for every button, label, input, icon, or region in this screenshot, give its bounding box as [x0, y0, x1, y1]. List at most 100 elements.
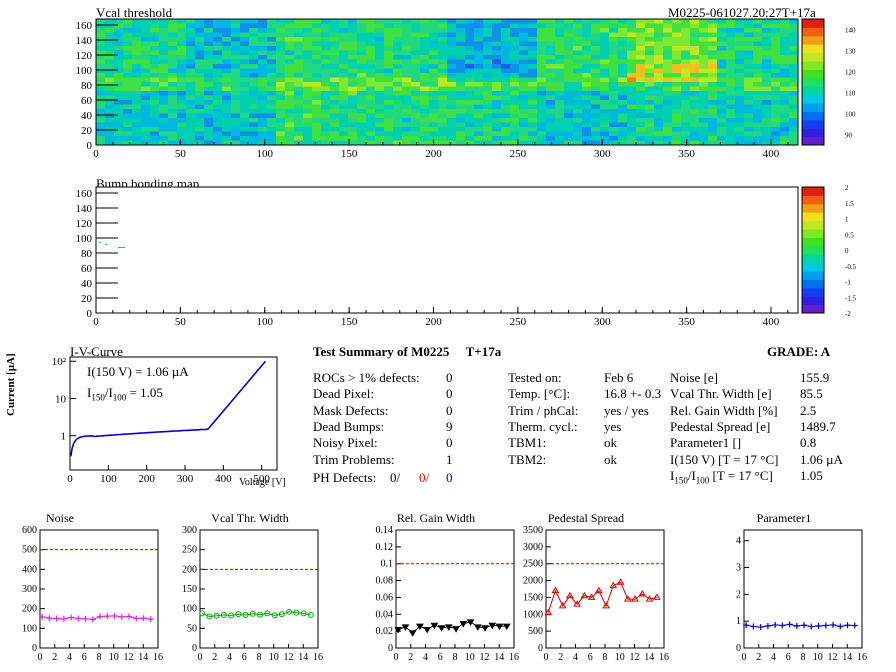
- heat-cell: [663, 91, 673, 96]
- heat-cell: [582, 73, 592, 78]
- heat-cell: [510, 82, 520, 87]
- heat-cell: [726, 55, 736, 60]
- heat-cell: [114, 95, 124, 101]
- heat-cell: [438, 50, 448, 56]
- colorbar-band: [802, 69, 824, 79]
- heat-cell: [582, 104, 592, 110]
- heat-cell: [573, 118, 583, 123]
- heat-cell: [447, 23, 457, 29]
- heat-cell: [744, 140, 754, 146]
- heat-cell: [672, 64, 682, 69]
- heat-cell: [636, 59, 646, 65]
- heat-cell: [717, 23, 727, 29]
- heat-cell: [483, 41, 493, 47]
- heat-cell: [231, 127, 241, 132]
- heat-cell: [393, 91, 403, 96]
- heat-cell: [141, 82, 151, 87]
- heat-cell: [762, 122, 772, 128]
- colorbar-tick-label: -1.5: [845, 294, 857, 302]
- heat-cell: [357, 37, 367, 42]
- heat-cell: [276, 46, 286, 51]
- heat-cell: [744, 41, 754, 47]
- colorbar-band: [802, 195, 824, 205]
- heat-cell: [114, 113, 124, 119]
- heat-cell: [483, 68, 493, 74]
- heat-cell: [177, 73, 187, 78]
- heat-cell: [753, 140, 763, 146]
- heat-cell: [681, 82, 691, 87]
- heat-cell: [150, 131, 160, 137]
- heat-cell: [681, 136, 691, 141]
- heat-cell: [348, 100, 358, 105]
- heat-cell: [726, 95, 736, 101]
- heat-cell: [321, 28, 331, 33]
- heat-cell: [114, 64, 124, 69]
- heat-cell: [285, 140, 295, 146]
- heat-cell: [708, 50, 718, 56]
- heat-cell: [537, 127, 547, 132]
- plot-x-tick-label: 16: [659, 652, 669, 663]
- heat-cell: [708, 59, 718, 65]
- heat-cell: [627, 50, 637, 56]
- heat-cell: [366, 109, 376, 114]
- heat-cell: [546, 131, 556, 137]
- heat-cell: [393, 23, 403, 29]
- heat-cell: [177, 41, 187, 47]
- heat-cell: [420, 82, 430, 87]
- heat-cell: [771, 113, 781, 119]
- heat-cell: [645, 86, 655, 92]
- heat-cell: [708, 136, 718, 141]
- heat-cell: [348, 73, 358, 78]
- heat-cell: [294, 64, 304, 69]
- heat-cell: [528, 140, 538, 146]
- heat-cell: [519, 68, 529, 74]
- heat-cell: [168, 28, 178, 33]
- heat-cell: [249, 59, 259, 65]
- heat-cell: [564, 136, 574, 141]
- heat-cell: [528, 64, 538, 69]
- plot-point: [206, 613, 213, 620]
- heat-cell: [357, 127, 367, 132]
- heat-cell: [600, 50, 610, 56]
- heat-cell: [294, 23, 304, 29]
- heat-cell: [303, 140, 313, 146]
- heat-cell: [240, 100, 250, 105]
- heat-cell: [123, 100, 133, 105]
- heat-cell: [726, 41, 736, 47]
- y-tick-label: 40: [81, 110, 93, 122]
- heat-cell: [447, 86, 457, 92]
- heat-cell: [609, 113, 619, 119]
- plot-title: Rel. Gain Width: [397, 511, 475, 525]
- heat-cell: [141, 104, 151, 110]
- heat-cell: [510, 28, 520, 33]
- heat-cell: [600, 136, 610, 141]
- heat-cell: [591, 136, 601, 141]
- heat-cell: [600, 77, 610, 83]
- heat-cell: [447, 32, 457, 38]
- heat-cell: [105, 37, 115, 42]
- heat-cell: [789, 50, 799, 56]
- heat-cell: [168, 82, 178, 87]
- heat-cell: [285, 50, 295, 56]
- heat-cell: [303, 95, 313, 101]
- heat-cell: [375, 77, 385, 83]
- heat-cell: [384, 109, 394, 114]
- heat-cell: [573, 122, 583, 128]
- heat-cell: [636, 32, 646, 38]
- heat-cell: [591, 73, 601, 78]
- heat-cell: [645, 68, 655, 74]
- heat-cell: [690, 23, 700, 29]
- heat-cell: [321, 122, 331, 128]
- heat-cell: [717, 59, 727, 65]
- heat-cell: [501, 73, 511, 78]
- heat-cell: [699, 59, 709, 65]
- heat-cell: [141, 59, 151, 65]
- plot-x-tick-label: 6: [82, 652, 87, 663]
- heat-cell: [447, 59, 457, 65]
- heat-cell: [177, 136, 187, 141]
- heat-cell: [474, 41, 484, 47]
- heat-cell: [393, 55, 403, 60]
- heat-cell: [123, 104, 133, 110]
- heat-cell: [726, 68, 736, 74]
- heat-cell: [456, 136, 466, 141]
